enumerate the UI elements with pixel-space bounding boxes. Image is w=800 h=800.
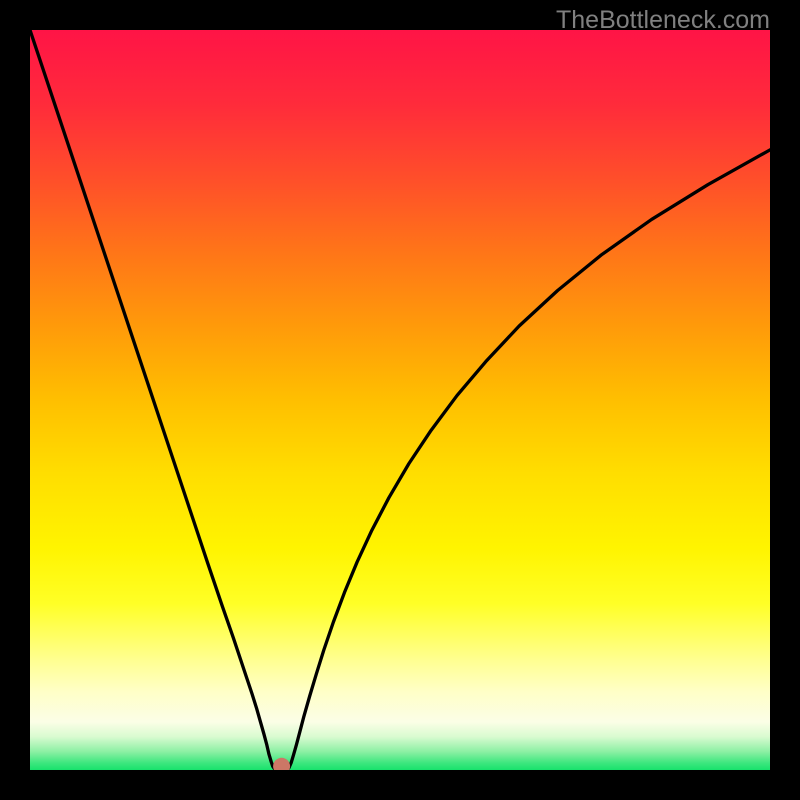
chart-stage: TheBottleneck.com [0, 0, 800, 800]
gradient-background [30, 30, 770, 770]
watermark-text: TheBottleneck.com [556, 6, 770, 35]
plot-area [30, 30, 770, 770]
